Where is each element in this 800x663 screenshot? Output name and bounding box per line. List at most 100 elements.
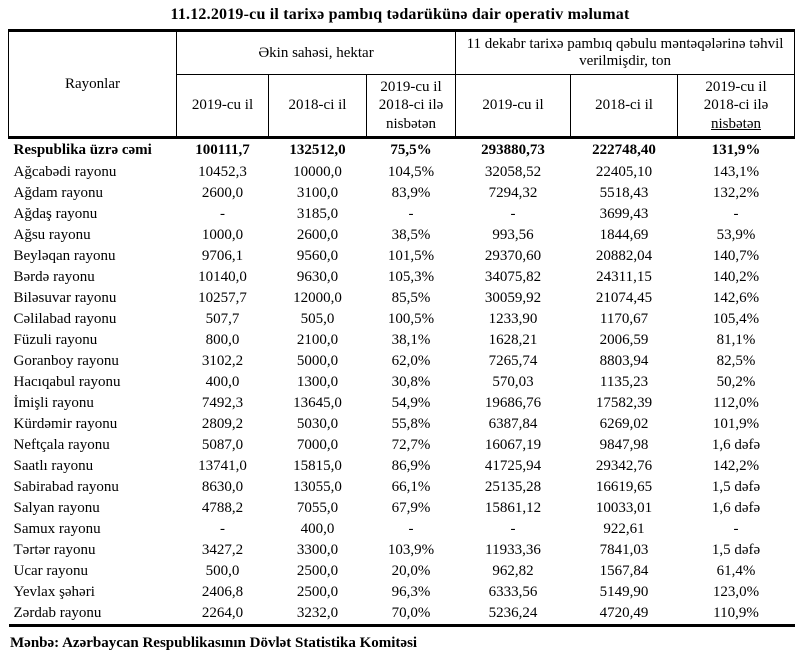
value-cell: 123,0% bbox=[712, 584, 760, 600]
value-cell: 993,56 bbox=[492, 227, 534, 243]
value-cell: 1628,21 bbox=[488, 332, 538, 348]
value-cell: 41725,94 bbox=[484, 458, 542, 474]
value-cell: 132512,0 bbox=[289, 142, 346, 158]
value-cell: 3427,2 bbox=[201, 542, 244, 558]
value-cell: - bbox=[733, 521, 739, 537]
value-cell: 82,5% bbox=[716, 353, 756, 369]
table-row: Yevlax şəhəri 2406,8 2500,0 96,3% 6333,5… bbox=[9, 582, 795, 603]
value-cell: - bbox=[408, 521, 414, 537]
table-row: Neftçala rayonu 5087,0 7000,0 72,7% 1606… bbox=[9, 435, 795, 456]
value-cell: 62,0% bbox=[391, 353, 431, 369]
value-cell: - bbox=[733, 206, 739, 222]
table-row: Beyləqan rayonu 9706,1 9560,0 101,5% 293… bbox=[9, 246, 795, 267]
value-cell: 16619,65 bbox=[595, 479, 653, 495]
value-cell: 75,5% bbox=[390, 142, 432, 158]
value-cell: 3100,0 bbox=[296, 185, 339, 201]
value-cell: 13741,0 bbox=[198, 458, 247, 474]
region-cell: Biləsuvar rayonu bbox=[13, 290, 117, 306]
value-cell: 132,2% bbox=[712, 185, 760, 201]
value-cell: 29342,76 bbox=[595, 458, 653, 474]
value-cell: 8630,0 bbox=[201, 479, 244, 495]
value-cell: 105,4% bbox=[712, 311, 760, 327]
value-cell: 21074,45 bbox=[595, 290, 653, 306]
table-row: Ağcabədi rayonu 10452,3 10000,0 104,5% 3… bbox=[9, 162, 795, 183]
value-cell: 5149,90 bbox=[599, 584, 649, 600]
value-cell: 25135,28 bbox=[484, 479, 542, 495]
page-title: 11.12.2019-cu il tarixə pambıq tədarükün… bbox=[170, 6, 630, 23]
value-cell: 19686,76 bbox=[484, 395, 542, 411]
value-cell: 17582,39 bbox=[595, 395, 653, 411]
value-cell: 12000,0 bbox=[293, 290, 342, 306]
value-cell: 15815,0 bbox=[293, 458, 342, 474]
value-cell: 2406,8 bbox=[201, 584, 244, 600]
value-cell: 61,4% bbox=[716, 563, 756, 579]
value-cell: 6269,02 bbox=[599, 416, 649, 432]
value-cell: 293880,73 bbox=[481, 142, 545, 158]
value-cell: 962,82 bbox=[492, 563, 534, 579]
value-cell: 3102,2 bbox=[201, 353, 244, 369]
region-cell: Sabirabad rayonu bbox=[13, 479, 119, 495]
tons-ratio-underlined-word: nisbətən bbox=[711, 115, 762, 132]
table-row: Ağsu rayonu 1000,0 2600,0 38,5% 993,56 1… bbox=[9, 225, 795, 246]
value-cell: 4720,49 bbox=[570, 603, 678, 627]
value-cell: 38,5% bbox=[391, 227, 431, 243]
table-row: İmişli rayonu 7492,3 13645,0 54,9% 19686… bbox=[9, 393, 795, 414]
value-cell: 66,1% bbox=[391, 479, 431, 495]
value-cell: 7265,74 bbox=[488, 353, 538, 369]
tons-ratio-label: 2019-cu il 2018-ci ilə nisbətən bbox=[703, 79, 769, 132]
region-cell: Füzuli rayonu bbox=[13, 332, 98, 348]
region-cell: Ağsu rayonu bbox=[13, 227, 91, 243]
region-cell: Tərtər rayonu bbox=[13, 542, 96, 558]
region-cell: Samux rayonu bbox=[13, 521, 101, 537]
value-cell: 10033,01 bbox=[595, 500, 653, 516]
value-cell: 20,0% bbox=[391, 563, 431, 579]
table-row-total: Respublika üzrə cəmi 100111,7 132512,0 7… bbox=[9, 138, 795, 163]
value-cell: - bbox=[510, 521, 516, 537]
region-cell: Ağdam rayonu bbox=[13, 185, 104, 201]
value-cell: 55,8% bbox=[391, 416, 431, 432]
table-row: Saatlı rayonu 13741,0 15815,0 86,9% 4172… bbox=[9, 456, 795, 477]
value-cell: 500,0 bbox=[205, 563, 240, 579]
value-cell: 24311,15 bbox=[596, 269, 652, 285]
table-row: Ucar rayonu 500,0 2500,0 20,0% 962,82 15… bbox=[9, 561, 795, 582]
value-cell: 96,3% bbox=[391, 584, 431, 600]
region-cell: Salyan rayonu bbox=[13, 500, 100, 516]
region-cell: Hacıqabul rayonu bbox=[13, 374, 121, 390]
value-cell: 1844,69 bbox=[599, 227, 649, 243]
value-cell: 1,5 dəfə bbox=[711, 542, 761, 558]
value-cell: 5030,0 bbox=[296, 416, 339, 432]
column-header-area-2018: 2018-ci il bbox=[268, 74, 367, 139]
column-header-area-2019: 2019-cu il bbox=[176, 74, 269, 139]
value-cell: 922,61 bbox=[603, 521, 645, 537]
value-cell: 30059,92 bbox=[484, 290, 542, 306]
value-cell: 1170,67 bbox=[599, 311, 649, 327]
value-cell: 30,8% bbox=[391, 374, 431, 390]
region-cell: Cəlilabad rayonu bbox=[13, 311, 117, 327]
value-cell: 7294,32 bbox=[488, 185, 538, 201]
value-cell: 140,7% bbox=[712, 248, 760, 264]
table-row: Cəlilabad rayonu 507,7 505,0 100,5% 1233… bbox=[9, 309, 795, 330]
value-cell: 13645,0 bbox=[293, 395, 342, 411]
value-cell: 7000,0 bbox=[296, 437, 339, 453]
value-cell: 8803,94 bbox=[599, 353, 649, 369]
value-cell: - bbox=[408, 206, 414, 222]
value-cell: 1135,23 bbox=[599, 374, 649, 390]
value-cell: 2100,0 bbox=[296, 332, 339, 348]
value-cell: 70,0% bbox=[366, 603, 456, 627]
value-cell: 9706,1 bbox=[201, 248, 244, 264]
value-cell: 131,9% bbox=[711, 142, 761, 158]
value-cell: 5236,24 bbox=[455, 603, 571, 627]
value-cell: 16067,19 bbox=[484, 437, 542, 453]
value-cell: 34075,82 bbox=[484, 269, 542, 285]
table-header: Rayonlar Əkin sahəsi, hektar 11 dekabr t… bbox=[8, 29, 796, 139]
value-cell: 54,9% bbox=[391, 395, 431, 411]
column-header-area-ratio: 2019-cu il 2018-ci ilə nisbətən bbox=[365, 74, 457, 139]
area-ratio-label: 2019-cu il 2018-ci ilə nisbətən bbox=[378, 79, 444, 132]
value-cell: 2500,0 bbox=[296, 563, 339, 579]
value-cell: 4788,2 bbox=[201, 500, 244, 516]
region-cell: Saatlı rayonu bbox=[13, 458, 94, 474]
value-cell: 507,7 bbox=[205, 311, 240, 327]
value-cell: 1,6 dəfə bbox=[711, 437, 761, 453]
value-cell: - bbox=[510, 206, 516, 222]
table-row: Zərdab rayonu 2264,0 3232,0 70,0% 5236,2… bbox=[8, 603, 795, 627]
